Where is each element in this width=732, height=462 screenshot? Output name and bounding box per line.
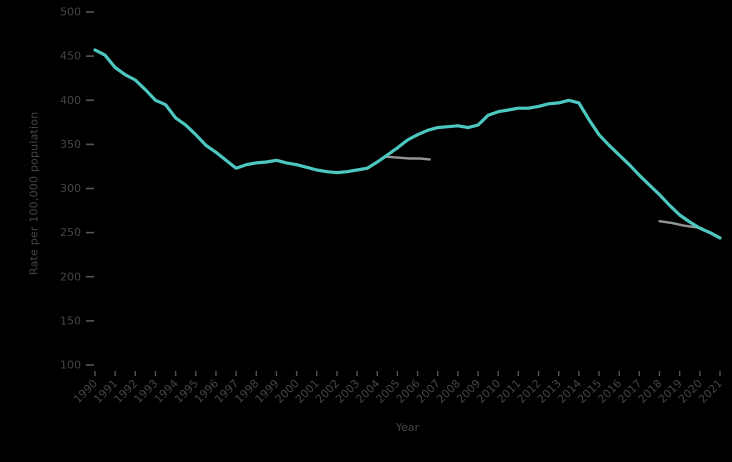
secondary-gray-segment-a-line bbox=[384, 155, 431, 161]
y-tick-label: 300 bbox=[60, 182, 81, 195]
x-tick-label: 2021 bbox=[696, 377, 725, 406]
y-tick-label: 250 bbox=[60, 226, 81, 239]
y-axis-label: Rate per 100,000 population bbox=[27, 111, 41, 275]
main-series-line bbox=[93, 48, 722, 240]
y-tick-label: 350 bbox=[60, 138, 81, 151]
y-tick-label: 150 bbox=[60, 314, 81, 327]
y-tick-label: 200 bbox=[60, 270, 81, 283]
y-tick-label: 400 bbox=[60, 94, 81, 107]
x-axis-label: Year bbox=[395, 421, 420, 434]
y-tick-label: 100 bbox=[60, 359, 81, 372]
y-tick-label: 450 bbox=[60, 50, 81, 63]
y-tick-label: 500 bbox=[60, 6, 81, 19]
